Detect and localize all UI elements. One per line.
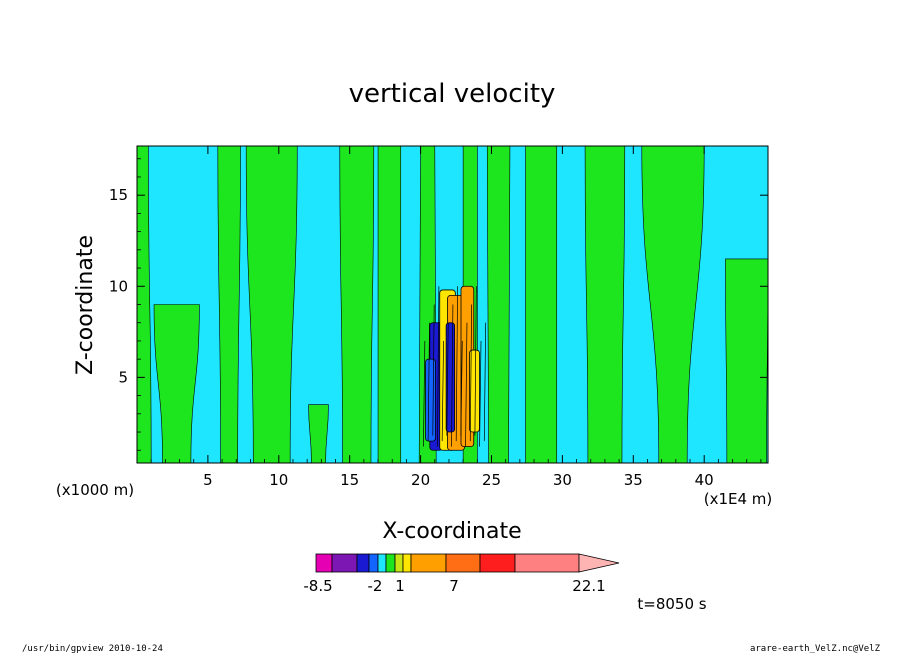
chart-title: vertical velocity [349,79,556,109]
colorbar-segment [368,553,379,573]
contour-line [432,304,435,436]
x-tick-label: 15 [340,471,359,489]
contour-line [474,286,477,436]
time-label: t=8050 s [637,595,706,613]
x-tick-label: 30 [553,471,572,489]
x-tick-label: 40 [695,471,714,489]
contour-line [465,322,468,447]
colorbar-segment [402,553,412,573]
colorbar-segment [385,553,396,573]
contour-line [441,340,444,442]
colorbar-label: 1 [395,577,405,595]
x-axis-label: X-coordinate [382,519,521,544]
y-unit-label: (x1000 m) [56,481,134,499]
colorbar-label: 22.1 [572,577,605,595]
colorbar-segment [445,553,481,573]
x-unit-label: (x1E4 m) [704,490,773,508]
colorbar-segment [514,553,580,573]
y-axis-label: Z-coordinate [73,235,98,375]
positive-band [308,404,329,463]
positive-band [725,258,768,463]
core-cell [425,358,436,442]
contour-line [469,304,472,442]
contour-line [446,322,449,436]
y-axis: 5 10 15 [109,158,768,451]
positive-band [525,146,558,463]
colorbar-segment [315,553,333,573]
positive-band [153,304,200,463]
contour-line [427,322,430,442]
contour-line [460,340,463,436]
y-tick-label: 5 [118,368,128,386]
contour-line [437,286,440,447]
y-tick-label: 10 [109,277,128,295]
x-axis: 5 10 15 20 25 30 35 40 [150,146,762,489]
contour-line [479,340,482,447]
colorbar-label: 7 [449,577,459,595]
colorbar-extend-arrow [578,553,620,573]
x-tick-label: 35 [624,471,643,489]
colorbar: -8.5 -2 1 7 22.1 [303,553,620,595]
positive-band [245,146,298,463]
contour-line [451,304,454,447]
positive-band [217,146,241,463]
positive-band [584,146,626,463]
contour-line [455,286,458,442]
footer-left: /usr/bin/gpview 2010-10-24 [22,644,163,654]
colorbar-label: -8.5 [303,577,332,595]
colorbar-segment [394,553,404,573]
colorbar-segment [331,553,358,573]
positive-band [377,146,402,463]
colorbar-label: -2 [368,577,383,595]
contour-field [137,146,768,463]
x-tick-label: 20 [411,471,430,489]
colorbar-segment [410,553,447,573]
colorbar-segment [479,553,516,573]
y-tick-label: 15 [109,186,128,204]
contour-line [483,322,487,442]
footer-right: arare-earth_VelZ.nc@VelZ [750,644,881,654]
x-tick-label: 25 [482,471,501,489]
positive-band [137,146,152,463]
positive-band [339,146,375,463]
core-cell [469,349,480,433]
x-tick-label: 5 [203,471,213,489]
x-tick-label: 10 [269,471,288,489]
positive-band [486,146,511,463]
positive-band [641,146,705,463]
colorbar-segment [377,553,387,573]
colorbar-segment [356,553,370,573]
contour-line [423,340,426,447]
